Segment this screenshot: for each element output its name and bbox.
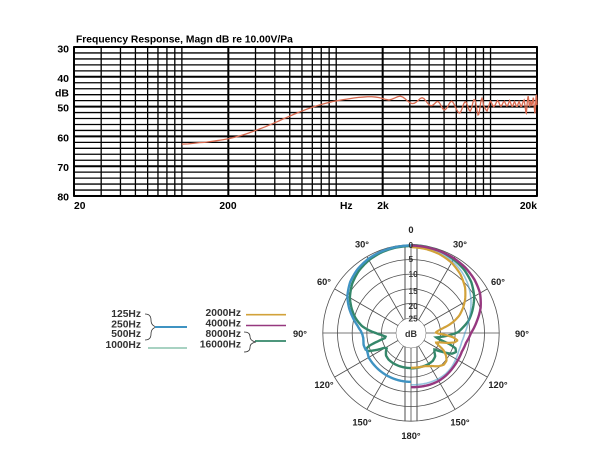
svg-text:60: 60 (57, 132, 69, 144)
svg-text:15: 15 (409, 286, 419, 296)
svg-text:5: 5 (409, 254, 414, 264)
svg-text:16000Hz: 16000Hz (200, 340, 241, 351)
svg-text:60°: 60° (317, 277, 331, 287)
svg-text:40: 40 (57, 73, 69, 85)
svg-text:10: 10 (409, 269, 419, 279)
svg-text:30: 30 (57, 44, 69, 56)
svg-text:80: 80 (57, 192, 69, 204)
svg-text:20k: 20k (520, 201, 537, 212)
svg-text:dB: dB (405, 329, 417, 339)
svg-text:150°: 150° (450, 418, 470, 428)
svg-text:20: 20 (409, 301, 419, 311)
svg-text:30°: 30° (453, 240, 467, 250)
svg-text:60°: 60° (491, 277, 505, 287)
svg-text:180°: 180° (401, 431, 421, 441)
svg-text:120°: 120° (314, 380, 334, 390)
svg-text:20: 20 (74, 201, 86, 212)
svg-text:25: 25 (409, 314, 419, 324)
svg-text:1000Hz: 1000Hz (106, 340, 142, 351)
svg-text:70: 70 (57, 162, 69, 174)
svg-text:90°: 90° (293, 329, 307, 339)
svg-text:30°: 30° (355, 240, 369, 250)
svg-text:Frequency Response, Magn dB re: Frequency Response, Magn dB re 10.00V/Pa (76, 35, 293, 46)
svg-text:Hz: Hz (340, 201, 353, 212)
svg-text:120°: 120° (488, 380, 508, 390)
svg-text:dB: dB (55, 88, 69, 100)
svg-text:0: 0 (408, 225, 413, 235)
svg-text:4000Hz: 4000Hz (206, 319, 242, 330)
svg-text:2k: 2k (377, 201, 389, 212)
svg-text:0: 0 (409, 240, 414, 250)
svg-text:50: 50 (57, 103, 69, 115)
svg-text:200: 200 (219, 201, 236, 212)
svg-text:2000Hz: 2000Hz (206, 308, 242, 319)
svg-text:500Hz: 500Hz (111, 329, 141, 340)
svg-text:90°: 90° (515, 329, 529, 339)
svg-text:150°: 150° (352, 418, 372, 428)
